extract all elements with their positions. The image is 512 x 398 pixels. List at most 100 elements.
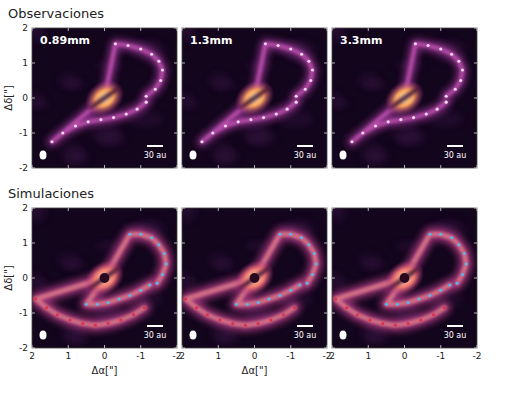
noise <box>33 279 49 289</box>
trace-dot <box>231 322 234 325</box>
trace-dot <box>74 124 77 127</box>
y-tick <box>182 168 185 169</box>
noise <box>367 149 389 165</box>
noise <box>217 329 239 345</box>
y-tick <box>32 243 35 244</box>
noise <box>332 208 346 223</box>
x-tick <box>182 165 183 168</box>
trace-dot <box>289 233 292 236</box>
y-tick <box>474 313 477 314</box>
trace-dot <box>374 124 377 127</box>
disk-lane <box>237 85 272 112</box>
x-tick <box>327 165 328 168</box>
trace-dot <box>276 44 279 47</box>
x-tick <box>68 28 69 31</box>
trace-dot <box>304 88 307 91</box>
x-tick <box>404 28 405 31</box>
scale-bar <box>147 145 163 147</box>
trace-dot <box>56 313 59 316</box>
trace-dot <box>387 120 390 123</box>
trace-dot <box>150 236 153 239</box>
trace-dot <box>457 243 460 246</box>
x-tick <box>32 345 33 348</box>
x-tick-label: -1 <box>286 351 295 361</box>
y-tick <box>174 98 177 99</box>
trace-dot <box>289 47 292 50</box>
x-tick <box>290 28 291 31</box>
frame <box>32 28 177 168</box>
noise <box>67 149 89 165</box>
trace-dot <box>165 262 168 265</box>
y-tick <box>32 63 35 64</box>
y-tick <box>474 168 477 169</box>
trace-dot <box>161 68 164 71</box>
noise <box>67 329 89 345</box>
x-tick <box>140 345 141 348</box>
plot-area <box>332 208 468 345</box>
y-tick <box>174 313 177 314</box>
x-tick <box>68 208 69 211</box>
trace-dot <box>407 322 410 325</box>
y-tick <box>182 313 185 314</box>
trace-dot <box>295 101 298 104</box>
noise <box>333 99 349 109</box>
beam <box>190 151 197 160</box>
noise <box>364 260 386 270</box>
scale-label: 30 au <box>444 151 467 160</box>
x-tick <box>327 28 328 31</box>
x-tick <box>218 28 219 31</box>
trace-dot <box>361 131 364 134</box>
disk-lane <box>237 265 272 292</box>
y-tick <box>324 28 327 29</box>
trace-dot <box>87 120 90 123</box>
x-tick <box>290 208 291 211</box>
noise <box>398 130 426 146</box>
y-tick-label: 1 <box>22 238 28 248</box>
trace-dot <box>445 95 448 98</box>
trace-dot <box>463 252 466 255</box>
trace-dot <box>278 233 281 236</box>
plot-area <box>32 28 166 165</box>
x-label: Δα["] <box>92 365 118 376</box>
y-tick <box>32 278 35 279</box>
x-tick <box>440 208 441 211</box>
trace-dot <box>419 318 422 321</box>
trace-dot <box>313 252 316 255</box>
trace-dot <box>286 108 289 111</box>
trace-dot <box>200 140 203 143</box>
plot-area <box>32 208 168 345</box>
trace-dot <box>315 262 318 265</box>
trace-dot <box>394 324 397 327</box>
trace-dot <box>257 301 260 304</box>
x-tick <box>332 345 333 348</box>
x-tick-label: -2 <box>473 351 482 361</box>
trace-dot <box>307 243 310 246</box>
x-tick <box>182 345 183 348</box>
trace-dot <box>211 131 214 134</box>
noise <box>64 80 86 90</box>
trace-dot <box>432 313 435 316</box>
scale-label: 30 au <box>294 151 317 160</box>
trace-dot <box>262 116 265 119</box>
trace-dot <box>439 233 442 236</box>
trace-dot <box>278 294 281 297</box>
y-tick-label: 1 <box>22 58 28 68</box>
trace-dot <box>163 252 166 255</box>
x-tick <box>477 345 478 348</box>
y-tick <box>182 28 185 29</box>
trace-dot <box>295 95 298 98</box>
beam <box>340 331 347 340</box>
disk-core <box>378 252 431 303</box>
noise <box>98 130 126 146</box>
x-tick <box>440 345 441 348</box>
disk-core <box>228 72 281 123</box>
trace-dot <box>114 42 117 45</box>
trace-dot <box>94 324 97 327</box>
trace-dot <box>428 294 431 297</box>
panel-title: 0.89mm <box>40 34 90 47</box>
x-tick <box>368 165 369 168</box>
y-tick <box>324 168 327 169</box>
x-tick <box>177 345 178 348</box>
x-tick <box>254 345 255 348</box>
scale-label: 30 au <box>294 331 317 340</box>
